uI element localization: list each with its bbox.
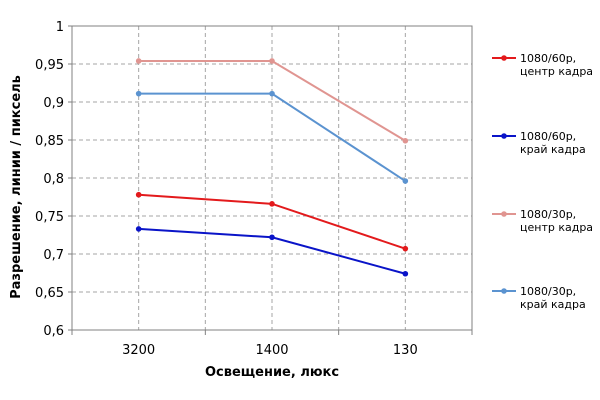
legend-label: 1080/30p,: [520, 285, 576, 298]
legend-label: центр кадра: [520, 221, 593, 234]
x-tick-label: 3200: [122, 343, 155, 358]
legend-label: край кадра: [520, 298, 586, 311]
data-point: [269, 234, 275, 241]
y-tick-label: 0,65: [35, 286, 64, 301]
data-point: [135, 226, 142, 232]
y-tick-label: 0,95: [35, 58, 64, 73]
data-point: [269, 58, 275, 64]
data-point: [402, 270, 409, 277]
grid-layer: [72, 26, 472, 330]
data-point: [402, 137, 409, 144]
data-point: [135, 90, 142, 97]
y-tick-label: 0,6: [43, 324, 64, 339]
y-tick-label: 1: [56, 20, 64, 35]
y-tick-label: 0,85: [35, 134, 64, 149]
data-point: [269, 90, 275, 97]
y-axis-title: Разрешение, линии / пиксель: [9, 75, 24, 299]
y-tick-label: 0,9: [43, 96, 64, 111]
plot-frame: [71, 25, 473, 331]
x-tick-label: 130: [393, 343, 418, 358]
legend-label: центр кадра: [520, 65, 593, 78]
series-line: [138, 59, 406, 142]
legend-label: 1080/30p,: [520, 208, 576, 221]
y-tick-label: 0,75: [35, 210, 64, 225]
y-tick-label: 0,8: [43, 172, 64, 187]
data-point: [135, 191, 142, 198]
data-point: [269, 201, 275, 207]
series-layer: [135, 58, 409, 277]
data-point: [402, 245, 409, 252]
x-tick-label: 1400: [255, 343, 288, 358]
legend-label: 1080/60p,: [520, 130, 576, 143]
data-point: [135, 58, 142, 64]
legend-swatch-marker: [501, 55, 507, 61]
x-axis-title: Освещение, люкс: [205, 365, 339, 380]
y-tick-label: 0,7: [43, 248, 64, 263]
legend-label: край кадра: [520, 143, 586, 156]
data-point: [402, 178, 409, 184]
legend-swatch-marker: [501, 133, 507, 139]
legend-swatch-marker: [501, 288, 507, 294]
legend-label: 1080/60p,: [520, 52, 576, 65]
axis-layer: 0,6 0,65 0,7 0,75 0,8 0,85 0,9 0,95 1 3200 1400 130: [35, 20, 473, 358]
legend-swatch-marker: [501, 211, 507, 217]
